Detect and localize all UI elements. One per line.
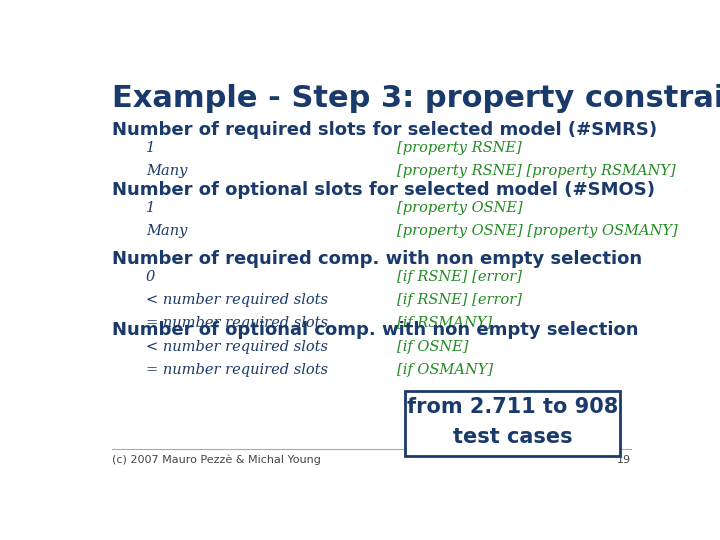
Text: [property RSNE] [property RSMANY]: [property RSNE] [property RSMANY] [397, 164, 675, 178]
FancyBboxPatch shape [405, 391, 620, 456]
Text: Number of required slots for selected model (#SMRS): Number of required slots for selected mo… [112, 121, 657, 139]
Text: [property RSNE]: [property RSNE] [397, 141, 522, 155]
Text: Number of optional comp. with non empty selection: Number of optional comp. with non empty … [112, 321, 639, 339]
Text: [if RSMANY]: [if RSMANY] [397, 315, 492, 329]
Text: [property OSNE] [property OSMANY]: [property OSNE] [property OSMANY] [397, 224, 678, 238]
Text: = number required slots: = number required slots [145, 315, 328, 329]
Text: [if OSNE]: [if OSNE] [397, 341, 469, 354]
Text: = number required slots: = number required slots [145, 363, 328, 377]
Text: < number required slots: < number required slots [145, 341, 328, 354]
Text: AND ANALYSIS: AND ANALYSIS [22, 445, 61, 450]
Text: from 2.711 to 908: from 2.711 to 908 [407, 397, 618, 417]
Text: SOFTWARE TESTING: SOFTWARE TESTING [14, 432, 69, 437]
Text: Example - Step 3: property constraints: Example - Step 3: property constraints [112, 84, 720, 112]
Text: 1: 1 [145, 201, 155, 215]
Text: Many: Many [145, 164, 187, 178]
Text: 1: 1 [145, 141, 155, 155]
Text: [if RSNE] [error]: [if RSNE] [error] [397, 270, 522, 284]
Text: 0: 0 [145, 270, 155, 284]
Text: [if RSNE] [error]: [if RSNE] [error] [397, 293, 522, 307]
Text: test cases: test cases [453, 427, 572, 447]
Text: (c) 2007 Mauro Pezzè & Michal Young: (c) 2007 Mauro Pezzè & Michal Young [112, 455, 321, 465]
Text: < number required slots: < number required slots [145, 293, 328, 307]
Text: 19: 19 [617, 455, 631, 465]
Text: [if OSMANY]: [if OSMANY] [397, 363, 493, 377]
Text: Number of required comp. with non empty selection: Number of required comp. with non empty … [112, 250, 642, 268]
Text: Many: Many [145, 224, 187, 238]
Text: [property OSNE]: [property OSNE] [397, 201, 523, 215]
Text: Number of optional slots for selected model (#SMOS): Number of optional slots for selected mo… [112, 181, 655, 199]
